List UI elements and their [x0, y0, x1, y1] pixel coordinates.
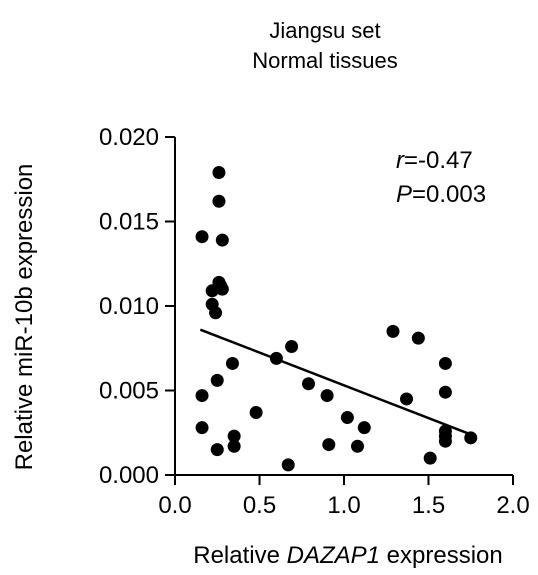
plot-layer: 0.0 0.5 1.0 1.5 2.0 0.000 0.005 0.010 0.015 0.020: [99, 124, 530, 519]
data-point: [212, 194, 226, 208]
data-point: [281, 458, 295, 472]
data-point: [209, 306, 223, 320]
data-point: [400, 392, 414, 406]
y-tick-label: 0.010: [99, 293, 159, 320]
data-point: [438, 385, 452, 399]
p-value-annotation: P=0.003: [396, 181, 486, 208]
r-symbol: r: [396, 147, 405, 174]
data-point: [357, 421, 371, 435]
data-point: [210, 443, 224, 457]
x-axis-label-gene: DAZAP1: [287, 542, 380, 569]
x-tick-label: 0.5: [243, 492, 276, 519]
y-axis-label: Relative miR-10b expression: [11, 164, 38, 471]
data-point: [225, 356, 239, 370]
x-tick-label: 1.5: [412, 492, 445, 519]
regression-line: [199, 328, 472, 436]
data-point: [212, 165, 226, 179]
y-tick-label: 0.005: [99, 378, 159, 405]
p-symbol: P: [396, 181, 412, 208]
p-value: =0.003: [412, 181, 486, 208]
data-point: [227, 439, 241, 453]
y-tick-label: 0.000: [99, 462, 159, 489]
data-point: [320, 389, 334, 403]
chart-title-line-1: Jiangsu set: [269, 18, 380, 43]
x-tick-label: 0.0: [158, 492, 191, 519]
y-tick-label: 0.020: [99, 124, 159, 151]
y-tick-label: 0.015: [99, 209, 159, 236]
r-value: =-0.47: [404, 147, 473, 174]
data-point: [411, 331, 425, 345]
data-point: [423, 451, 437, 465]
data-point: [302, 377, 316, 391]
x-tick-label: 1.0: [327, 492, 360, 519]
data-point: [438, 429, 452, 443]
data-point: [227, 429, 241, 443]
x-axis-label-prefix: Relative: [193, 542, 286, 569]
data-point: [195, 389, 209, 403]
x-axis-label: Relative DAZAP1 expression: [193, 542, 502, 569]
x-axis-label-suffix: expression: [380, 542, 503, 569]
chart-title-line-2: Normal tissues: [252, 48, 397, 73]
data-point: [464, 431, 478, 445]
data-point: [438, 356, 452, 370]
data-point: [386, 324, 400, 338]
data-point: [210, 373, 224, 387]
x-tick-label: 2.0: [496, 492, 529, 519]
data-point: [215, 233, 229, 247]
data-point: [195, 230, 209, 244]
data-point: [249, 405, 263, 419]
correlation-annotation: r=-0.47: [396, 147, 473, 174]
data-point: [215, 282, 229, 296]
data-point: [322, 438, 336, 452]
data-point: [285, 340, 299, 354]
data-point: [195, 421, 209, 435]
data-point: [351, 439, 365, 453]
data-point: [340, 411, 354, 425]
